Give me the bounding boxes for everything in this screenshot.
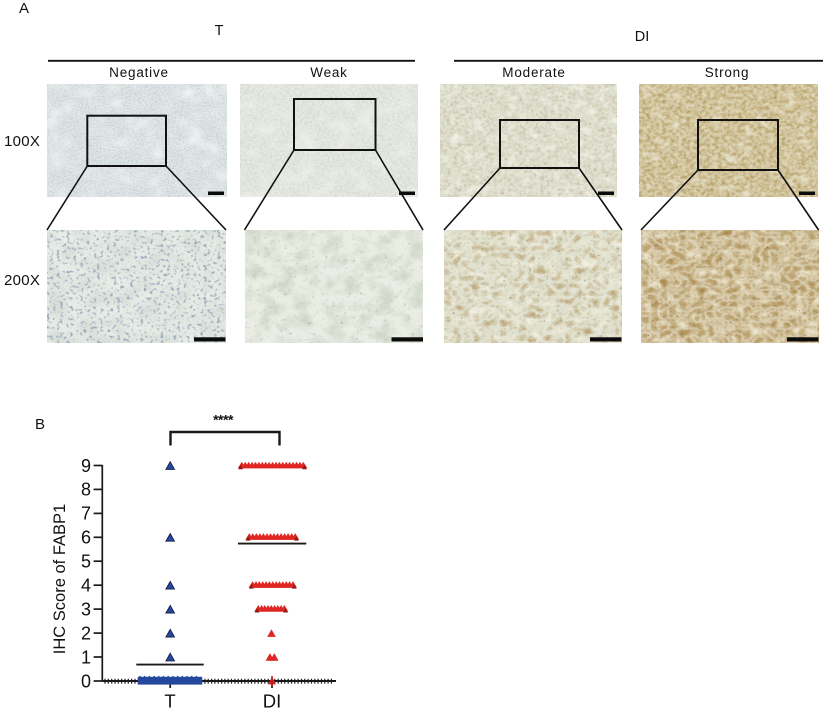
svg-text:4: 4 xyxy=(81,576,91,596)
svg-text:9: 9 xyxy=(81,456,91,476)
svg-text:0: 0 xyxy=(81,671,91,691)
svg-text:5: 5 xyxy=(81,552,91,572)
svg-text:6: 6 xyxy=(81,528,91,548)
svg-text:3: 3 xyxy=(81,599,91,619)
svg-text:DI: DI xyxy=(263,691,282,712)
svg-text:1: 1 xyxy=(81,647,91,667)
svg-text:7: 7 xyxy=(81,504,91,524)
svg-text:2: 2 xyxy=(81,623,91,643)
svg-text:****: **** xyxy=(213,412,234,428)
svg-text:IHC Score of FABP1: IHC Score of FABP1 xyxy=(51,504,69,654)
svg-text:8: 8 xyxy=(81,480,91,500)
svg-text:T: T xyxy=(164,691,175,712)
